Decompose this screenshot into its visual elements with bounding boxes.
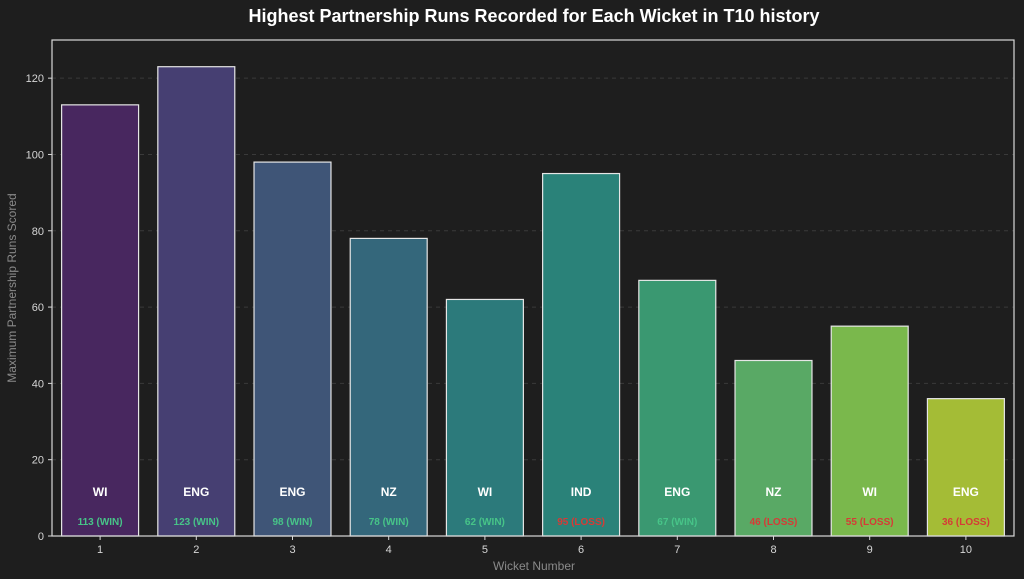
bar-result-label: 95 (LOSS)	[557, 517, 605, 528]
bar-team-label: NZ	[381, 485, 397, 499]
plot-border	[51, 39, 1015, 537]
y-axis-label: Maximum Partnership Runs Scored	[5, 193, 19, 382]
bar-wicket-8	[734, 359, 813, 537]
y-axis-ticks: 0 20 40 60 80 100 120	[26, 73, 52, 543]
x-tick-label: 7	[674, 544, 680, 556]
y-tick-label: 80	[32, 226, 44, 238]
bar-wicket-5	[445, 298, 524, 537]
bar-result-label: 78 (WIN)	[369, 517, 409, 528]
x-tick-label: 5	[482, 544, 488, 556]
x-tick-label: 6	[578, 544, 584, 556]
bar-result-label: 36 (LOSS)	[942, 517, 990, 528]
bar-wicket-1	[61, 104, 140, 537]
x-tick-label: 4	[386, 544, 392, 556]
x-tick-label: 8	[770, 544, 776, 556]
bar-result-label: 123 (WIN)	[174, 517, 220, 528]
bar-wicket-6	[542, 172, 621, 537]
bar-team-label: ENG	[664, 485, 690, 499]
x-axis-label: Wicket Number	[493, 559, 575, 573]
bar-team-label: WI	[478, 485, 493, 499]
bar-wicket-7	[638, 279, 717, 537]
bar-result-label: 67 (WIN)	[657, 517, 697, 528]
bar-wicket-9	[830, 325, 909, 537]
bar-result-label: 113 (WIN)	[78, 517, 123, 528]
bar-team-label: ENG	[953, 485, 979, 499]
bar-labels: WI 113 (WIN) ENG 123 (WIN) ENG 98 (WIN) NZ 78 (…	[78, 485, 990, 528]
bar-result-label: 55 (LOSS)	[846, 517, 894, 528]
bar-wicket-3	[253, 161, 332, 537]
y-tick-label: 20	[32, 455, 44, 467]
x-tick-label: 1	[97, 544, 103, 556]
bar-result-label: 98 (WIN)	[273, 517, 313, 528]
bar-team-label: NZ	[766, 485, 782, 499]
y-tick-label: 0	[38, 531, 44, 543]
bar-result-label: 46 (LOSS)	[750, 517, 798, 528]
bar-team-label: IND	[571, 485, 592, 499]
x-axis-ticks: 1 2 3 4 5 6 7 8 9 10	[97, 536, 972, 556]
y-tick-label: 120	[26, 73, 44, 85]
bar-team-label: WI	[862, 485, 877, 499]
bar-wicket-10	[926, 398, 1005, 537]
x-tick-label: 9	[867, 544, 873, 556]
bars	[61, 66, 1005, 537]
y-tick-label: 100	[26, 149, 44, 161]
bar-team-label: ENG	[183, 485, 209, 499]
bar-wicket-2	[157, 66, 236, 537]
x-tick-label: 3	[289, 544, 295, 556]
y-tick-label: 60	[32, 302, 44, 314]
x-tick-label: 10	[960, 544, 972, 556]
x-tick-label: 2	[193, 544, 199, 556]
bar-result-label: 62 (WIN)	[465, 517, 505, 528]
chart-title: Highest Partnership Runs Recorded for Ea…	[249, 6, 820, 26]
bar-team-label: WI	[93, 485, 108, 499]
y-tick-label: 40	[32, 378, 44, 390]
bar-team-label: ENG	[279, 485, 305, 499]
